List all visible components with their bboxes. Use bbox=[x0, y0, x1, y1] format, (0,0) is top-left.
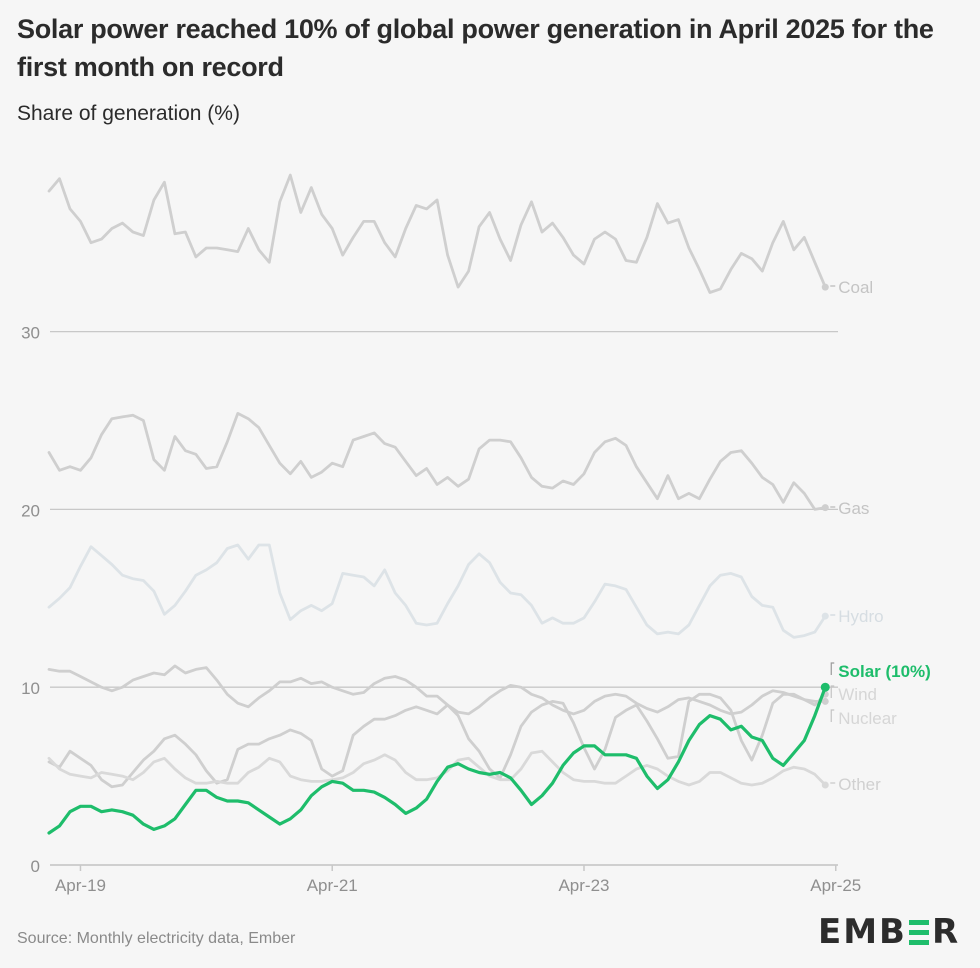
series-line-wind bbox=[47, 692, 827, 789]
series-line-gas bbox=[47, 411, 827, 511]
gridlines bbox=[50, 330, 838, 866]
label-connector-solar bbox=[830, 662, 835, 675]
series-end-marker-other bbox=[821, 781, 829, 789]
logo-text-left: EMB bbox=[818, 912, 907, 952]
series-line-solar bbox=[47, 685, 827, 835]
x-axis: Apr-19 Apr-21 Apr-23 Apr-25 bbox=[55, 865, 861, 895]
source-note: Source: Monthly electricity data, Ember bbox=[17, 930, 296, 947]
ember-logo: EMB R bbox=[818, 915, 960, 949]
series-label-gas: Gas bbox=[838, 499, 869, 518]
label-connector-nuclear bbox=[830, 709, 835, 722]
y-tick-label: 10 bbox=[21, 679, 40, 698]
series-labels: Coal Gas Hydro Wind Nuclear Other Solar (10%) bbox=[830, 278, 931, 794]
label-connector-wind bbox=[830, 685, 835, 698]
chart-subtitle: Share of generation (%) bbox=[17, 102, 240, 125]
x-tick-label: Apr-21 bbox=[307, 876, 358, 895]
x-tick-label: Apr-19 bbox=[55, 876, 106, 895]
y-tick-label: 20 bbox=[21, 501, 40, 520]
series-end-marker-nuclear bbox=[821, 697, 829, 705]
series-end-marker-coal bbox=[821, 283, 829, 291]
series-label-other: Other bbox=[838, 775, 881, 794]
x-tick-label: Apr-25 bbox=[810, 876, 861, 895]
y-axis-ticks: 0 10 20 30 bbox=[21, 324, 40, 876]
y-tick-label: 30 bbox=[21, 324, 40, 343]
series-end-marker-solar bbox=[820, 682, 830, 692]
x-tick-label: Apr-23 bbox=[558, 876, 609, 895]
series-line-nuclear bbox=[47, 664, 827, 716]
series-label-coal: Coal bbox=[838, 278, 873, 297]
y-tick-label: 0 bbox=[31, 857, 40, 876]
series-label-wind: Wind bbox=[838, 685, 877, 704]
series-label-nuclear: Nuclear bbox=[838, 709, 897, 728]
chart-title: Solar power reached 10% of global power … bbox=[17, 14, 934, 82]
series-label-solar: Solar (10%) bbox=[838, 662, 931, 681]
logo-text-right: R bbox=[931, 912, 961, 952]
series-lines bbox=[47, 173, 830, 835]
series-line-coal bbox=[47, 173, 827, 294]
series-line-other bbox=[47, 749, 827, 787]
series-line-hydro bbox=[47, 543, 827, 639]
logo-green-e-icon bbox=[908, 919, 929, 945]
series-end-marker-hydro bbox=[821, 612, 829, 620]
series-label-hydro: Hydro bbox=[838, 607, 883, 626]
series-end-marker-gas bbox=[821, 504, 829, 512]
